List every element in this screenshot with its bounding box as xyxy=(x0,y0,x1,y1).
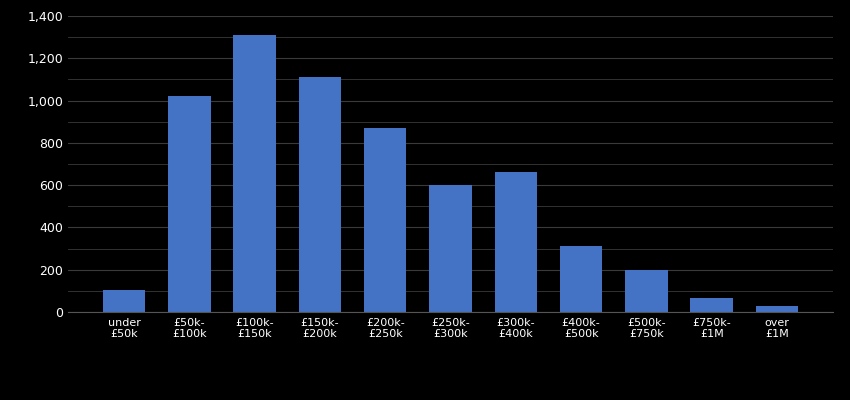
Bar xyxy=(364,128,406,312)
Bar xyxy=(626,270,667,312)
Bar xyxy=(560,246,603,312)
Bar xyxy=(495,172,537,312)
Bar xyxy=(103,290,145,312)
Bar xyxy=(756,306,798,312)
Bar xyxy=(429,185,472,312)
Bar xyxy=(168,96,211,312)
Bar xyxy=(298,77,341,312)
Bar xyxy=(690,298,733,312)
Bar xyxy=(234,35,275,312)
